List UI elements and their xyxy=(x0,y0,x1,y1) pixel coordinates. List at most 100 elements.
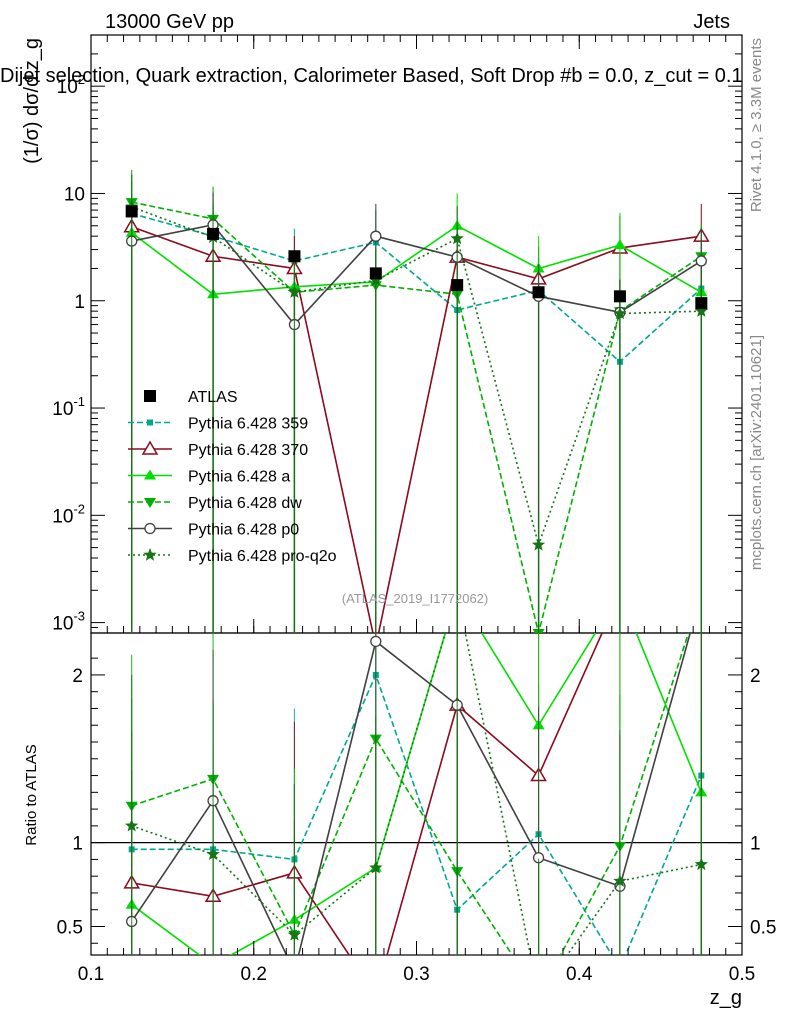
y-tick-label: 10 xyxy=(64,184,85,205)
legend-entry: Pythia 6.428 359 xyxy=(128,416,308,433)
marker-open-circle xyxy=(144,522,156,535)
x-tick-label: 0.2 xyxy=(241,964,267,985)
y-axis-label: (1/σ) dσ/d z_g xyxy=(21,38,43,164)
marker-square xyxy=(532,286,545,299)
marker-square xyxy=(695,297,708,310)
energy-label: 13000 GeV pp xyxy=(105,11,234,33)
ratio-tick-label-right: 2 xyxy=(750,666,761,687)
marker-star xyxy=(143,548,157,561)
marker-open-triangle xyxy=(369,988,383,1000)
legend-label: Pythia 6.428 370 xyxy=(188,442,308,459)
series-line xyxy=(131,201,702,633)
ratio-line xyxy=(131,633,690,955)
main-panel-frame xyxy=(90,34,743,634)
marker-triangle xyxy=(207,959,219,969)
legend-entry: Pythia 6.428 pro-q2o xyxy=(128,548,337,565)
legend-entry: Pythia 6.428 dw xyxy=(128,495,302,512)
ratio-tick-label: 1 xyxy=(72,834,83,855)
main-data-layer xyxy=(123,169,710,633)
marker-triangle xyxy=(613,239,626,250)
mcplots-label: mcplots.cern.ch [arXiv:2401.10621] xyxy=(748,335,765,570)
y-tick-label: 10-3 xyxy=(52,609,85,635)
marker-star xyxy=(531,537,546,551)
marker-square xyxy=(288,250,301,263)
legend-entry: Pythia 6.428 p0 xyxy=(128,522,299,539)
x-tick-label: 0.3 xyxy=(403,964,429,985)
marker-square xyxy=(125,205,138,218)
series-line xyxy=(131,223,702,326)
ratio-tick-label-right: 0.5 xyxy=(750,917,776,938)
legend-label: Pythia 6.428 pro-q2o xyxy=(188,548,337,565)
y-tick-base: 10 xyxy=(52,506,73,527)
marker-open-circle xyxy=(289,967,299,977)
reference-series xyxy=(125,205,708,310)
marker-star xyxy=(369,860,383,874)
ratio-data-layer xyxy=(91,633,742,1001)
ratio-tick-label-right: 1 xyxy=(750,834,761,855)
series-5 xyxy=(125,174,708,633)
series-line xyxy=(131,212,702,363)
x-axis-label: z_g xyxy=(710,987,742,1009)
y-tick-label: 10-1 xyxy=(52,394,85,420)
rivet-label: Rivet 4.1.0, ≥ 3.3M events xyxy=(748,38,765,212)
marker-square xyxy=(207,227,220,240)
ratio-axis-label: Ratio to ATLAS xyxy=(23,744,40,845)
legend-label: Pythia 6.428 359 xyxy=(188,416,308,433)
y-tick-exponent: -1 xyxy=(73,394,85,409)
y-tick-label: 102 xyxy=(57,72,85,98)
marker-square xyxy=(369,267,382,280)
marker-open-circle xyxy=(370,230,382,242)
series-line xyxy=(131,225,702,633)
ratio-tick-label: 0.5 xyxy=(57,917,83,938)
marker-down-triangle xyxy=(533,991,545,1001)
legend-label: Pythia 6.428 p0 xyxy=(188,522,299,539)
x-tick-label: 0.1 xyxy=(78,964,104,985)
marker-star xyxy=(206,847,220,860)
ratio-series-5 xyxy=(125,633,708,1001)
marker-open-triangle xyxy=(141,440,159,455)
analysis-id: (ATLAS_2019_I1772062) xyxy=(342,591,488,606)
ratio-tick-label: 2 xyxy=(72,666,83,687)
legend: ATLAS Pythia 6.428 359 Pythia 6.428 370 Pyt… xyxy=(128,389,337,565)
y-tick-exponent: 2 xyxy=(78,72,85,87)
y-tick-base: 10 xyxy=(52,399,73,420)
ratio-line xyxy=(131,633,692,955)
y-tick-label: 10-2 xyxy=(52,501,85,527)
marker-star xyxy=(694,857,708,871)
y-tick-exponent: -2 xyxy=(73,501,85,516)
marker-star xyxy=(613,306,627,320)
marker-star xyxy=(125,818,139,832)
ratio-line xyxy=(131,672,703,955)
marker-open-circle xyxy=(695,255,707,267)
x-tick-label: 0.4 xyxy=(566,964,593,985)
marker-square xyxy=(147,419,153,426)
marker-triangle xyxy=(144,469,156,480)
marker-star xyxy=(450,231,464,245)
marker-star xyxy=(532,988,545,1001)
ratio-line xyxy=(131,633,603,955)
ratio-series-1 xyxy=(123,633,702,1000)
ratio-line xyxy=(131,633,702,955)
marker-down-triangle xyxy=(144,498,156,508)
series-line xyxy=(131,224,702,296)
legend-entry: Pythia 6.428 a xyxy=(128,469,290,486)
category-label: Jets xyxy=(693,11,730,33)
marker-star xyxy=(613,874,627,887)
marker-square xyxy=(451,279,464,292)
legend-entry: Pythia 6.428 370 xyxy=(128,440,308,459)
ratio-line xyxy=(131,633,703,955)
y-tick-base: 10 xyxy=(57,77,78,98)
marker-square xyxy=(613,290,626,303)
marker-star xyxy=(369,273,383,286)
marker-square xyxy=(144,390,156,402)
y-tick-exponent: -3 xyxy=(73,609,85,624)
plot-title: Dijet selection, Quark extraction, Calor… xyxy=(0,65,743,87)
y-tick-base: 10 xyxy=(52,614,73,635)
main-panel xyxy=(90,34,743,634)
legend-entry: ATLAS xyxy=(144,389,238,406)
series-line xyxy=(131,206,702,548)
marker-star xyxy=(287,927,302,941)
marker-star xyxy=(694,304,708,317)
